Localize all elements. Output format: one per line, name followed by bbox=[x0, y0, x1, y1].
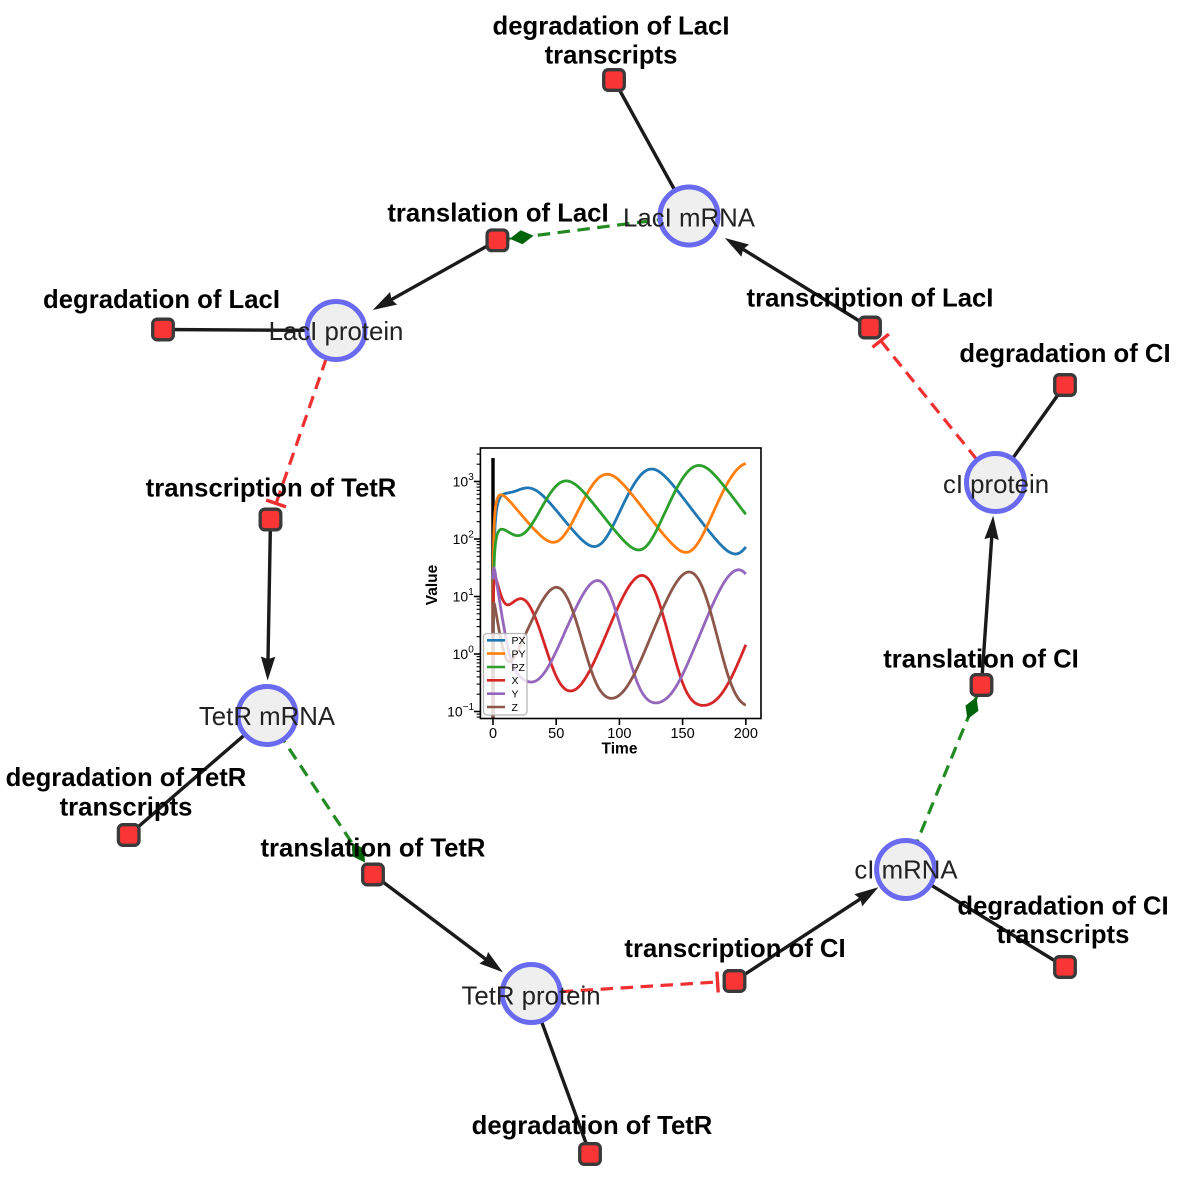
svg-text:translation of TetR: translation of TetR bbox=[260, 835, 485, 863]
svg-text:translation of LacI: translation of LacI bbox=[387, 200, 608, 228]
svg-text:degradation of CI: degradation of CI bbox=[959, 340, 1170, 368]
svg-text:50: 50 bbox=[548, 726, 564, 742]
svg-text:0: 0 bbox=[468, 645, 474, 656]
svg-text:degradation of TetR: degradation of TetR bbox=[6, 764, 247, 792]
svg-text:PX: PX bbox=[512, 635, 526, 647]
svg-text:3: 3 bbox=[468, 472, 474, 483]
svg-text:cI mRNA: cI mRNA bbox=[854, 857, 958, 885]
svg-text:10: 10 bbox=[453, 531, 469, 547]
svg-text:PZ: PZ bbox=[512, 662, 526, 674]
svg-text:200: 200 bbox=[734, 726, 758, 742]
svg-text:1: 1 bbox=[468, 587, 474, 598]
svg-text:translation of CI: translation of CI bbox=[883, 646, 1079, 674]
svg-text:10: 10 bbox=[453, 474, 469, 490]
svg-text:degradation of CI: degradation of CI bbox=[957, 893, 1168, 921]
svg-text:−1: −1 bbox=[463, 702, 475, 713]
svg-text:0: 0 bbox=[489, 726, 497, 742]
svg-text:150: 150 bbox=[670, 726, 694, 742]
svg-text:PY: PY bbox=[512, 648, 526, 660]
svg-text:10: 10 bbox=[453, 646, 469, 662]
svg-text:10: 10 bbox=[453, 589, 469, 605]
svg-text:degradation of TetR: degradation of TetR bbox=[472, 1112, 713, 1140]
svg-text:Z: Z bbox=[512, 702, 519, 714]
svg-text:transcripts: transcripts bbox=[545, 42, 678, 70]
svg-text:cI protein: cI protein bbox=[943, 471, 1049, 499]
svg-text:transcripts: transcripts bbox=[60, 794, 193, 822]
svg-text:100: 100 bbox=[607, 726, 631, 742]
svg-text:degradation of LacI: degradation of LacI bbox=[493, 13, 730, 41]
svg-text:Time: Time bbox=[602, 741, 638, 758]
svg-text:2: 2 bbox=[468, 530, 474, 541]
svg-text:transcription of TetR: transcription of TetR bbox=[146, 475, 397, 503]
svg-text:transcription of LacI: transcription of LacI bbox=[747, 285, 994, 313]
svg-text:TetR mRNA: TetR mRNA bbox=[199, 703, 336, 731]
svg-text:Value: Value bbox=[424, 564, 441, 605]
svg-text:X: X bbox=[512, 675, 519, 687]
svg-text:LacI mRNA: LacI mRNA bbox=[623, 205, 756, 233]
svg-text:TetR protein: TetR protein bbox=[461, 983, 600, 1011]
svg-text:LacI protein: LacI protein bbox=[269, 318, 404, 346]
svg-text:Y: Y bbox=[512, 689, 519, 701]
svg-text:transcripts: transcripts bbox=[997, 921, 1130, 949]
svg-text:transcription of CI: transcription of CI bbox=[624, 935, 845, 963]
svg-text:10: 10 bbox=[447, 704, 463, 720]
svg-text:degradation of LacI: degradation of LacI bbox=[43, 286, 280, 314]
